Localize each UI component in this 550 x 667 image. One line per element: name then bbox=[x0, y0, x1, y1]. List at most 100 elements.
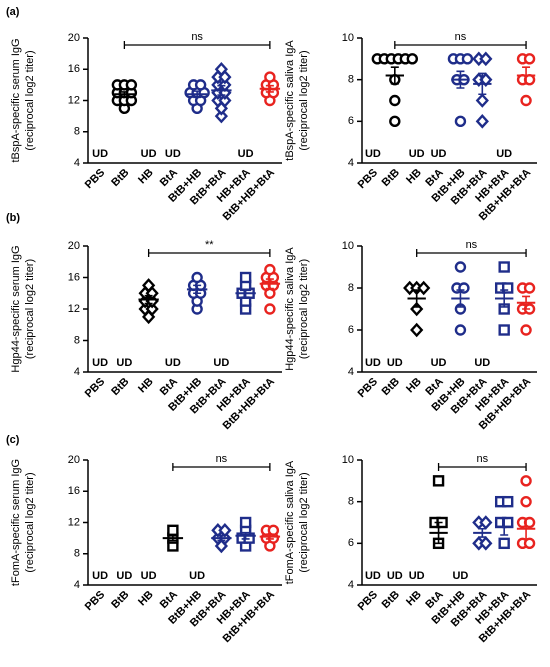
x-tick-label: BtB bbox=[380, 589, 402, 611]
significance-bracket bbox=[147, 249, 271, 257]
error-bar bbox=[193, 90, 202, 99]
point bbox=[125, 79, 138, 91]
significance-label: ns bbox=[466, 239, 478, 251]
y-tick-label: 12 bbox=[68, 303, 80, 315]
y-tick-label: 6 bbox=[348, 115, 354, 127]
error-bar bbox=[390, 66, 399, 85]
y-tick-label: 8 bbox=[74, 548, 80, 560]
point bbox=[498, 261, 510, 273]
point bbox=[389, 115, 401, 128]
error-bar bbox=[500, 517, 509, 536]
ud-label: UD bbox=[238, 148, 254, 160]
ud-label: UD bbox=[141, 570, 157, 582]
y-tick-label: 10 bbox=[342, 32, 354, 44]
y-tick-label: 4 bbox=[348, 366, 354, 378]
y-tick-label: 12 bbox=[68, 516, 80, 528]
point bbox=[498, 324, 510, 336]
error-bar bbox=[500, 289, 509, 308]
y-tick-label: 16 bbox=[68, 485, 80, 497]
y-tick-label: 4 bbox=[74, 157, 80, 169]
ud-label: UD bbox=[92, 357, 108, 369]
error-bar bbox=[456, 289, 465, 308]
point bbox=[461, 53, 474, 65]
point bbox=[218, 523, 232, 538]
x-tick-label: BtB bbox=[109, 376, 131, 398]
y-tick-label: 10 bbox=[342, 454, 354, 466]
y-tick-label: 10 bbox=[342, 240, 354, 252]
significance-bracket bbox=[123, 41, 271, 49]
significance-bracket bbox=[437, 463, 527, 471]
y-axis-label: tBspA-specific serum IgG bbox=[10, 38, 22, 162]
x-tick-label: PBS bbox=[83, 376, 107, 400]
point bbox=[479, 51, 493, 67]
point bbox=[520, 94, 532, 107]
point bbox=[475, 93, 489, 108]
point bbox=[239, 271, 252, 284]
y-tick-label: 4 bbox=[348, 579, 354, 591]
y-tick-label: 8 bbox=[348, 496, 354, 508]
y-axis-label: tBspA-specific saliva IgA bbox=[284, 40, 296, 161]
error-bar bbox=[241, 288, 250, 298]
y-axis-label: tFomA-specific serum IgG bbox=[10, 459, 22, 586]
point bbox=[264, 71, 276, 83]
panel-label: (a) bbox=[6, 6, 20, 18]
ud-label: UD bbox=[387, 357, 403, 369]
y-axis-label: tFomA-specific saliva IgA bbox=[284, 460, 296, 584]
point bbox=[214, 61, 228, 77]
ud-label: UD bbox=[431, 148, 447, 160]
point bbox=[142, 278, 156, 293]
point bbox=[167, 524, 179, 537]
error-bar bbox=[168, 534, 177, 542]
point bbox=[520, 475, 532, 487]
y-axis-label: Hgp44-specific serum IgG bbox=[10, 245, 22, 372]
error-bar bbox=[456, 70, 465, 89]
point bbox=[475, 114, 489, 129]
panel-label: (c) bbox=[6, 434, 20, 446]
ud-label: UD bbox=[165, 148, 181, 160]
error-bar bbox=[478, 72, 487, 96]
point bbox=[454, 324, 467, 336]
y-tick-label: 16 bbox=[68, 271, 80, 283]
significance-bracket bbox=[172, 463, 271, 471]
ud-label: UD bbox=[213, 357, 229, 369]
point bbox=[145, 301, 159, 317]
significance-label: ns bbox=[191, 31, 203, 43]
point bbox=[194, 79, 207, 91]
point bbox=[432, 475, 445, 487]
y-tick-label: 20 bbox=[68, 32, 80, 44]
point bbox=[520, 495, 532, 508]
point bbox=[479, 515, 493, 530]
x-tick-label: BtB bbox=[380, 376, 402, 398]
y-axis-label: (reciprocal log2 titer) bbox=[24, 50, 36, 150]
error-bar bbox=[217, 84, 226, 96]
x-tick-label: PBS bbox=[356, 376, 380, 400]
x-tick-label: PBS bbox=[356, 167, 380, 191]
x-tick-label: PBS bbox=[356, 589, 380, 613]
error-bar bbox=[522, 66, 531, 85]
point bbox=[454, 115, 467, 128]
error-bar bbox=[522, 517, 531, 540]
point bbox=[523, 53, 536, 65]
y-axis-label: Hgp44-specific saliva IgA bbox=[284, 247, 296, 371]
significance-bracket bbox=[394, 41, 527, 49]
ud-label: UD bbox=[496, 148, 512, 160]
x-tick-label: BtB bbox=[109, 167, 131, 189]
x-tick-label: HB bbox=[404, 376, 424, 396]
error-bar bbox=[120, 91, 129, 98]
ud-label: UD bbox=[92, 570, 108, 582]
ud-label: UD bbox=[165, 357, 181, 369]
ud-label: UD bbox=[387, 570, 403, 582]
y-tick-label: 20 bbox=[68, 454, 80, 466]
ud-label: UD bbox=[365, 148, 381, 160]
y-axis-label: (reciprocal log2 titer) bbox=[24, 472, 36, 572]
point bbox=[520, 324, 532, 336]
point bbox=[479, 536, 493, 551]
point bbox=[191, 271, 203, 284]
y-tick-label: 4 bbox=[74, 366, 80, 378]
y-tick-label: 4 bbox=[348, 157, 354, 169]
ud-label: UD bbox=[116, 357, 132, 369]
point bbox=[239, 516, 252, 529]
x-tick-label: HB bbox=[136, 376, 156, 396]
y-tick-label: 20 bbox=[68, 240, 80, 252]
